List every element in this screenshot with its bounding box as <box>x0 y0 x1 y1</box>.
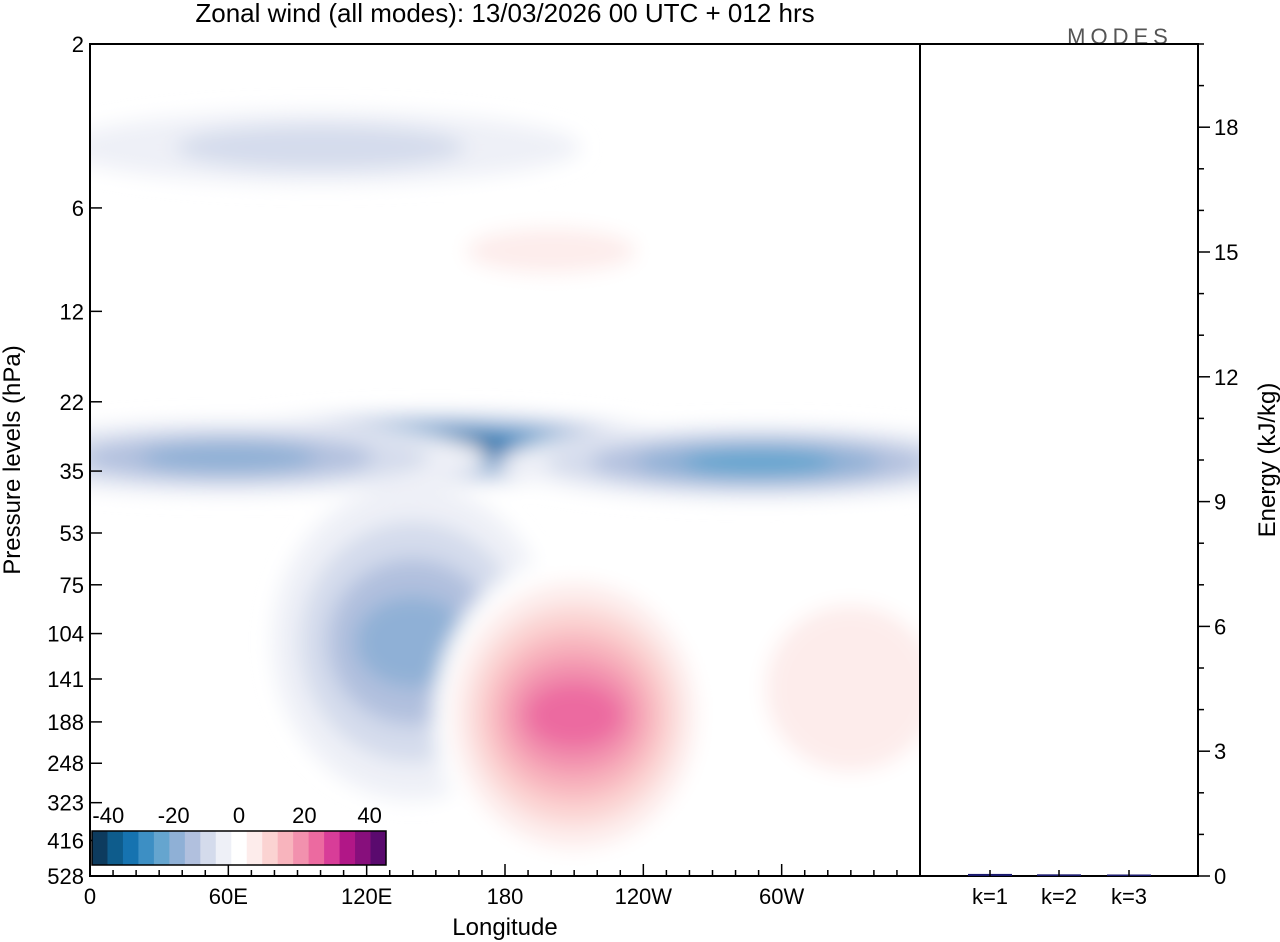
x-tick-label: 60W <box>759 884 804 909</box>
heatmap-contour-1-3 <box>140 442 316 473</box>
energy-tick-label: 3 <box>1214 739 1226 764</box>
colorbar-swatch <box>308 831 325 865</box>
energy-category-label: k=3 <box>1111 884 1147 909</box>
y-axis: 2 6 12 22 35 53 75 104 141 188 248 323 416 528 <box>47 32 102 889</box>
x-tick-label: 120W <box>615 884 673 909</box>
colorbar-swatch <box>122 831 139 865</box>
energy-axis-label: Energy (kJ/kg) <box>1254 383 1280 538</box>
y-tick-label: 2 <box>72 32 84 57</box>
colorbar-swatch <box>246 831 263 865</box>
heatmap-contour-2-4 <box>682 448 835 476</box>
energy-tick-label: 6 <box>1214 614 1226 639</box>
energy-category-label: k=2 <box>1041 884 1077 909</box>
colorbar-swatch <box>107 831 124 865</box>
energy-axis: 0 3 6 9 12 15 18 <box>1198 43 1238 889</box>
colorbar-swatch <box>370 831 387 865</box>
heatmap-field <box>90 44 920 876</box>
colorbar: -40 -20 0 20 40 <box>91 803 387 866</box>
x-axis-label: Longitude <box>452 914 557 941</box>
colorbar-swatch <box>92 831 108 865</box>
energy-tick-label: 15 <box>1214 240 1238 265</box>
y-tick-label: 323 <box>47 791 84 816</box>
colorbar-swatch <box>231 831 248 865</box>
colorbar-tick-label: -20 <box>158 803 190 828</box>
energy-bars: k=1 k=2 k=3 <box>968 870 1151 909</box>
colorbar-tick-label: -40 <box>92 803 124 828</box>
heatmap-contour-4-5 <box>525 682 623 749</box>
y-tick-label: 22 <box>60 390 84 415</box>
energy-tick-label: 9 <box>1214 490 1226 515</box>
colorbar-frame <box>91 830 387 866</box>
y-tick-label: 141 <box>47 667 84 692</box>
colorbar-swatch <box>262 831 279 865</box>
y-axis-label: Pressure levels (hPa) <box>0 345 26 574</box>
heatmap-contour-5-1 <box>765 605 920 772</box>
heatmap-contour-7-1 <box>175 125 466 170</box>
y-tick-label: 75 <box>60 573 84 598</box>
y-tick-label: 35 <box>60 459 84 484</box>
colorbar-swatch <box>169 831 186 865</box>
heatmap-contour-6-1 <box>466 228 637 273</box>
heatmap-contour-3-3 <box>355 596 471 688</box>
y-tick-label: 248 <box>47 751 84 776</box>
y-tick-label: 12 <box>60 299 84 324</box>
x-tick-label: 120E <box>341 884 392 909</box>
y-tick-label: 6 <box>72 196 84 221</box>
energy-tick-label: 18 <box>1214 115 1238 140</box>
colorbar-swatch <box>293 831 310 865</box>
chart-title: Zonal wind (all modes): 13/03/2026 00 UT… <box>195 0 814 28</box>
x-tick-label: 180 <box>487 884 524 909</box>
colorbar-swatch <box>153 831 170 865</box>
y-tick-label: 53 <box>60 521 84 546</box>
y-tick-label: 528 <box>47 864 84 889</box>
energy-tick-label: 0 <box>1214 864 1226 889</box>
colorbar-tick-label: 20 <box>292 803 316 828</box>
colorbar-tick-label: 0 <box>233 803 245 828</box>
y-tick-label: 104 <box>47 622 84 647</box>
colorbar-swatch <box>324 831 341 865</box>
x-tick-label: 0 <box>84 884 96 909</box>
colorbar-swatch <box>184 831 201 865</box>
colorbar-swatch <box>200 831 217 865</box>
colorbar-swatch <box>339 831 356 865</box>
energy-panel-frame <box>919 43 1199 877</box>
x-axis: 0 60E 120E 180 120W 60W <box>84 864 921 909</box>
x-tick-label: 60E <box>209 884 248 909</box>
energy-tick-label: 12 <box>1214 365 1238 390</box>
y-tick-label: 416 <box>47 828 84 853</box>
colorbar-swatch <box>138 831 155 865</box>
colorbar-swatch <box>355 831 372 865</box>
colorbar-swatch <box>277 831 294 865</box>
energy-category-label: k=1 <box>972 884 1008 909</box>
colorbar-tick-label: 40 <box>357 803 381 828</box>
y-tick-label: 188 <box>47 710 84 735</box>
colorbar-swatch <box>215 831 232 865</box>
